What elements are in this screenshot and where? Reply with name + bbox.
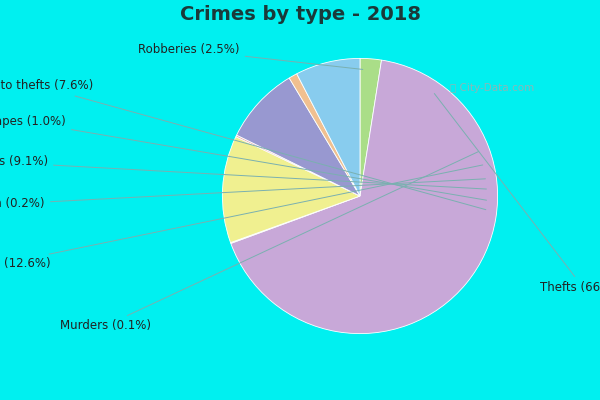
Text: Murders (0.1%): Murders (0.1%) [59, 152, 479, 332]
Text: Robberies (2.5%): Robberies (2.5%) [138, 44, 363, 70]
Wedge shape [231, 60, 497, 334]
Text: Arson (0.2%): Arson (0.2%) [0, 179, 485, 210]
Wedge shape [297, 58, 360, 196]
Text: ⓘ City-Data.com: ⓘ City-Data.com [450, 83, 534, 93]
Text: Rapes (1.0%): Rapes (1.0%) [0, 116, 487, 200]
Text: Burglaries (9.1%): Burglaries (9.1%) [0, 156, 487, 189]
Wedge shape [230, 196, 360, 244]
Text: Assaults (12.6%): Assaults (12.6%) [0, 165, 483, 270]
Wedge shape [236, 135, 360, 196]
Text: Crimes by type - 2018: Crimes by type - 2018 [179, 4, 421, 24]
Wedge shape [360, 58, 382, 196]
Text: Auto thefts (7.6%): Auto thefts (7.6%) [0, 80, 486, 210]
Text: Thefts (66.9%): Thefts (66.9%) [434, 94, 600, 294]
Wedge shape [289, 74, 360, 196]
Wedge shape [236, 78, 360, 196]
Wedge shape [223, 137, 360, 243]
